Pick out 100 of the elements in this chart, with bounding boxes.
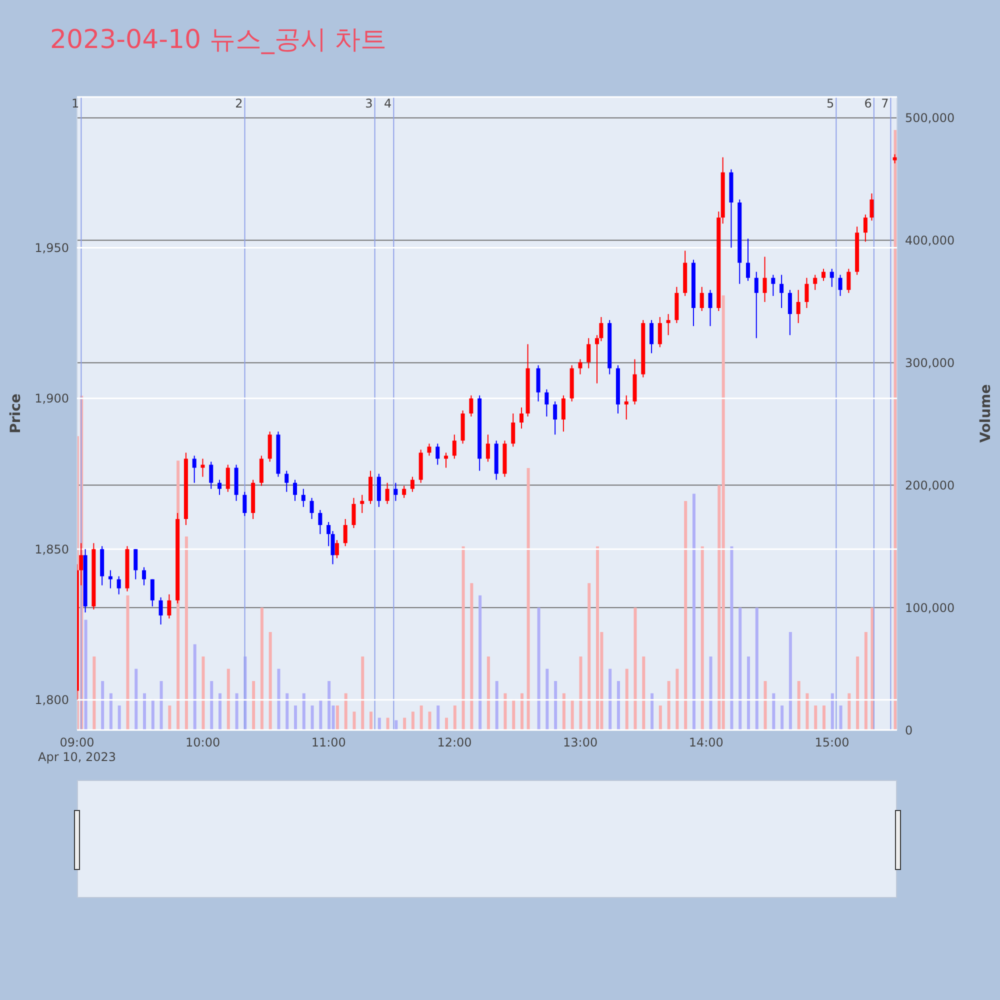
bar — [658, 706, 662, 730]
bar — [772, 693, 776, 730]
bar — [747, 656, 750, 730]
candlestick — [402, 485, 406, 498]
candlestick — [427, 443, 432, 456]
x-tick-label: 12:00 — [437, 736, 472, 750]
bar — [92, 656, 96, 730]
candlestick — [762, 256, 767, 302]
bar — [642, 656, 646, 730]
candlestick — [486, 434, 490, 462]
ref-line-label: 4 — [384, 96, 392, 111]
bar — [310, 706, 314, 730]
bar — [151, 699, 154, 730]
candlestick — [352, 497, 356, 529]
bar — [328, 681, 331, 730]
bar — [814, 706, 818, 730]
bar — [822, 706, 826, 730]
candlestick — [754, 271, 758, 339]
candlestick — [209, 461, 214, 490]
candlestick — [192, 455, 196, 484]
bar — [302, 693, 306, 730]
bar — [184, 536, 188, 730]
bar — [168, 706, 172, 730]
y2-axis-title: Volume — [978, 384, 994, 443]
bar — [160, 681, 163, 730]
bar — [403, 718, 406, 730]
candlestick — [511, 413, 516, 448]
bar — [856, 656, 860, 730]
candlestick — [301, 488, 306, 508]
candlestick — [318, 509, 322, 535]
bar — [143, 693, 146, 730]
candlestick — [830, 268, 834, 288]
bar — [722, 295, 725, 730]
candlestick — [226, 464, 230, 492]
bar — [193, 644, 196, 730]
candlestick — [650, 320, 654, 354]
bar — [830, 693, 834, 730]
candlestick — [520, 406, 524, 430]
candlestick — [444, 452, 448, 468]
candlestick — [870, 192, 874, 222]
bar — [277, 668, 280, 730]
bar — [554, 681, 558, 730]
bar — [700, 546, 704, 730]
candlestick — [863, 214, 868, 242]
bar — [562, 693, 566, 730]
candlestick — [804, 277, 809, 308]
bar — [730, 546, 734, 730]
bar — [478, 595, 482, 730]
bar — [676, 668, 679, 730]
candlestick — [700, 286, 704, 312]
bar — [210, 681, 214, 730]
bar — [848, 693, 851, 730]
y-tick-label: 1,950 — [34, 240, 69, 255]
candlestick — [708, 289, 712, 327]
bar — [788, 632, 792, 730]
candlestick — [334, 540, 339, 559]
candlestick — [746, 238, 750, 282]
bar — [126, 595, 130, 730]
candlestick — [452, 434, 456, 460]
candlestick — [158, 596, 163, 625]
y-tick-label: 1,900 — [34, 392, 69, 406]
candlestick — [410, 476, 414, 492]
bar — [453, 706, 456, 730]
ref-line-label: 7 — [881, 96, 889, 111]
candlestick — [284, 470, 289, 492]
bar — [596, 546, 600, 730]
bar — [634, 608, 637, 730]
bar — [344, 693, 348, 730]
candlestick — [218, 479, 222, 496]
bar — [361, 656, 364, 730]
ref-line-label: 1 — [72, 96, 80, 111]
candlestick — [360, 494, 364, 514]
bar — [411, 712, 414, 730]
bar — [864, 632, 868, 730]
bar — [436, 706, 440, 730]
candlestick — [330, 530, 335, 565]
bar — [235, 693, 238, 730]
bar — [378, 718, 381, 730]
y2-tick-label: 400,000 — [905, 234, 955, 248]
bar — [684, 501, 688, 730]
candlestick — [578, 358, 582, 375]
bar — [286, 693, 289, 730]
bar — [386, 718, 390, 730]
ref-line-label: 2 — [235, 96, 243, 111]
bar — [394, 720, 398, 730]
bar — [608, 668, 612, 730]
candlestick — [385, 482, 390, 504]
bar — [537, 608, 540, 730]
candlestick — [658, 316, 662, 348]
bar — [588, 583, 591, 730]
bar — [101, 681, 104, 730]
y2-tick-label: 500,000 — [905, 111, 955, 126]
bar — [445, 718, 448, 730]
candlestick — [561, 394, 566, 432]
candlestick — [116, 576, 121, 595]
candlestick — [780, 274, 784, 308]
candlestick — [167, 594, 172, 619]
bar — [650, 693, 654, 730]
bar — [352, 712, 356, 730]
bar — [625, 668, 628, 730]
